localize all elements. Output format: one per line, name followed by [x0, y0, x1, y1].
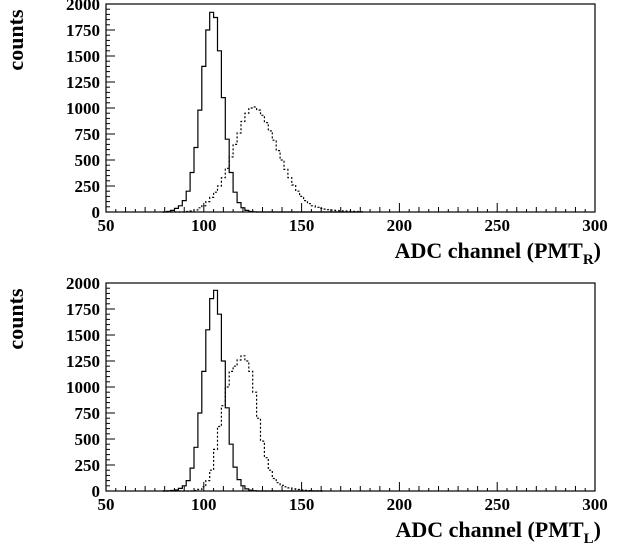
y-tick-label: 500	[75, 430, 101, 449]
y-tick-label: 1500	[66, 47, 100, 66]
x-tick-label: 200	[387, 216, 413, 235]
dotted-histogram-series	[162, 355, 324, 492]
dotted-histogram-series	[162, 106, 363, 213]
x-tick-label: 150	[289, 495, 315, 514]
top-y-axis-label: counts	[3, 9, 28, 71]
x-tick-label: 150	[289, 216, 315, 235]
top-chart-svg: 50 100 150 200 250 300 0 250 500 750 1000 1250 1500 1…	[66, 0, 608, 235]
y-tick-label: 250	[75, 177, 101, 196]
x-tick-label: 250	[484, 216, 510, 235]
y-tick-label: 1000	[66, 99, 100, 118]
y-tick-label: 500	[75, 151, 101, 170]
plot-frame	[105, 282, 596, 492]
x-tick-label: 250	[484, 495, 510, 514]
y-tick-label: 0	[92, 203, 101, 222]
x-tick-label: 100	[191, 216, 217, 235]
bottom-chart-panel: 50 100 150 200 250 300 0 250 500 750 1000 1250 1500 1…	[0, 274, 639, 558]
y-tick-label: 1500	[66, 326, 100, 345]
y-tick-label: 1250	[66, 73, 100, 92]
x-tick-label: 50	[98, 216, 115, 235]
solid-histogram-series	[162, 11, 363, 213]
x-tick-label: 300	[582, 216, 608, 235]
x-tick-label: 300	[582, 495, 608, 514]
y-tick-label: 750	[75, 404, 101, 423]
y-tick-label: 0	[92, 482, 101, 501]
top-chart-panel: 50 100 150 200 250 300 0 250 500 750 1000 1250 1500 1…	[3, 0, 608, 268]
y-tick-label: 750	[75, 125, 101, 144]
y-tick-label: 2000	[66, 274, 100, 293]
solid-histogram-series	[162, 289, 324, 492]
y-tick-label: 2000	[66, 0, 100, 14]
y-tick-label: 250	[75, 456, 101, 475]
y-tick-label: 1750	[66, 21, 100, 40]
top-x-axis-label: ADC channel (PMTR)	[394, 238, 601, 268]
y-tick-label: 1000	[66, 378, 100, 397]
x-tick-label: 200	[387, 495, 413, 514]
y-tick-label: 1250	[66, 352, 100, 371]
x-tick-label: 100	[191, 495, 217, 514]
plot-frame	[105, 3, 596, 213]
y-tick-label: 1750	[66, 300, 100, 319]
x-tick-label: 50	[98, 495, 115, 514]
bottom-y-axis-label: counts	[3, 288, 28, 350]
bottom-chart-svg: 50 100 150 200 250 300 0 250 500 750 1000 1250 1500 1…	[66, 274, 608, 514]
bottom-x-axis-label: ADC channel (PMTL)	[395, 517, 601, 547]
